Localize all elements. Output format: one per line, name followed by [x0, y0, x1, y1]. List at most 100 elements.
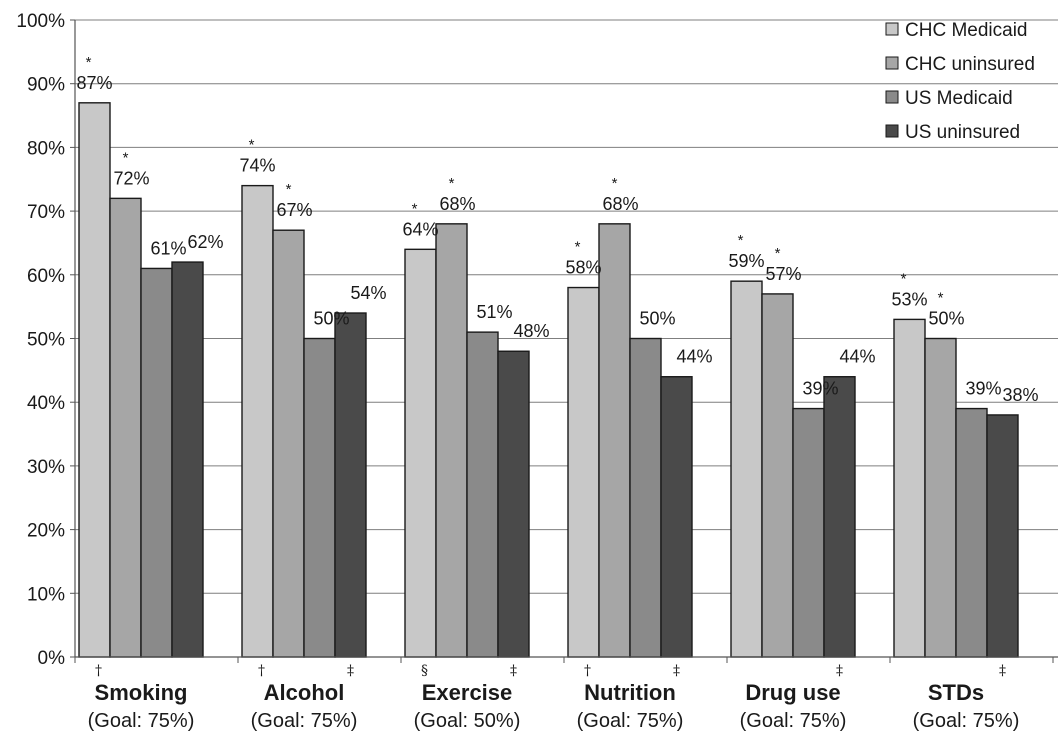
- data-label: 68%: [439, 194, 475, 214]
- legend-label: US Medicaid: [905, 88, 1013, 109]
- y-tick-label: 60%: [27, 266, 65, 287]
- y-tick-label: 20%: [27, 521, 65, 542]
- bar-chc-medicaid: [730, 280, 763, 658]
- footnote-mark: ‡: [510, 663, 517, 679]
- gridlines: [75, 19, 1058, 594]
- legend-swatch: [885, 22, 899, 36]
- category-goal: (Goal: 75%): [251, 710, 358, 732]
- data-label: 61%: [150, 238, 186, 258]
- category-label: Nutrition: [584, 680, 676, 705]
- bar-chc-uninsured: [435, 223, 468, 658]
- bars: [78, 102, 1019, 658]
- category-label: STDs: [928, 680, 984, 705]
- bar-us-uninsured: [497, 350, 530, 658]
- legend-label: CHC Medicaid: [905, 20, 1027, 41]
- legend-label: CHC uninsured: [905, 54, 1035, 75]
- bar-us-medicaid: [466, 331, 499, 658]
- data-label: 58%: [565, 258, 601, 278]
- bar-chc-uninsured: [272, 229, 305, 658]
- data-label: 54%: [350, 283, 386, 303]
- significance-asterisk: *: [286, 181, 292, 198]
- footnote-mark: †: [95, 663, 102, 679]
- y-tick-label: 30%: [27, 457, 65, 478]
- category-goal: (Goal: 75%): [577, 710, 684, 732]
- data-label: 68%: [602, 194, 638, 214]
- bar-us-medicaid: [629, 337, 662, 658]
- data-label: 38%: [1002, 385, 1038, 405]
- category-goal: (Goal: 50%): [414, 710, 521, 732]
- bar-us-medicaid: [792, 407, 825, 658]
- category-goal: (Goal: 75%): [88, 710, 195, 732]
- bar-chc-medicaid: [893, 318, 926, 658]
- y-tick-label: 50%: [27, 330, 65, 351]
- significance-asterisk: *: [938, 290, 944, 307]
- footnote-mark: §: [421, 663, 428, 679]
- axes: 0%10%20%30%40%50%60%70%80%90%100%†Smokin…: [16, 11, 1058, 732]
- significance-asterisk: *: [901, 270, 907, 287]
- significance-asterisk: *: [123, 149, 129, 166]
- legend-swatch: [885, 56, 899, 70]
- bar-chc-uninsured: [761, 293, 794, 658]
- footnote-mark: †: [258, 663, 265, 679]
- bar-chc-uninsured: [109, 197, 142, 658]
- y-tick-label: 10%: [27, 584, 65, 605]
- data-label: 64%: [402, 219, 438, 239]
- significance-asterisk: *: [775, 245, 781, 262]
- category-goal: (Goal: 75%): [740, 710, 847, 732]
- legend: CHC Medicaid CHC uninsured US Medicaid US u…: [885, 20, 1035, 143]
- bar-us-uninsured: [823, 376, 856, 658]
- significance-asterisk: *: [575, 239, 581, 256]
- data-label: 59%: [728, 251, 764, 271]
- bar-us-medicaid: [303, 337, 336, 658]
- data-label: 67%: [276, 200, 312, 220]
- footnote-mark: †: [584, 663, 591, 679]
- bar-us-medicaid: [955, 407, 988, 658]
- data-label: 44%: [676, 347, 712, 367]
- significance-asterisk: *: [249, 137, 255, 154]
- y-tick-label: 90%: [27, 75, 65, 96]
- bar-us-medicaid: [140, 267, 173, 658]
- category-label: Smoking: [95, 680, 188, 705]
- legend-swatch: [885, 90, 899, 104]
- significance-asterisk: *: [412, 200, 418, 217]
- data-label: 48%: [513, 321, 549, 341]
- data-label: 57%: [765, 264, 801, 284]
- category-goal: (Goal: 75%): [913, 710, 1020, 732]
- significance-asterisk: *: [86, 54, 92, 71]
- bar-chc-uninsured: [598, 223, 631, 658]
- category-label: Alcohol: [264, 680, 345, 705]
- y-tick-label: 100%: [16, 11, 65, 32]
- footnote-mark: ‡: [673, 663, 680, 679]
- data-label: 50%: [639, 309, 675, 329]
- bar-chc-medicaid: [567, 286, 600, 658]
- data-label: 39%: [965, 379, 1001, 399]
- category-label: Drug use: [745, 680, 840, 705]
- y-tick-label: 0%: [38, 648, 66, 669]
- data-label: 72%: [113, 168, 149, 188]
- bar-us-uninsured: [986, 414, 1019, 658]
- y-tick-label: 40%: [27, 393, 65, 414]
- y-tick-label: 80%: [27, 138, 65, 159]
- bar-us-uninsured: [334, 312, 367, 658]
- significance-asterisk: *: [738, 232, 744, 249]
- bar-chc-uninsured: [924, 337, 957, 658]
- footnote-mark: ‡: [347, 663, 354, 679]
- footnote-mark: ‡: [999, 663, 1006, 679]
- legend-label: US uninsured: [905, 122, 1020, 143]
- bar-us-uninsured: [660, 376, 693, 658]
- significance-asterisk: *: [449, 175, 455, 192]
- bar-chc-medicaid: [241, 184, 274, 658]
- bar-chc-medicaid: [78, 102, 111, 658]
- data-label: 39%: [802, 379, 838, 399]
- significance-asterisk: *: [612, 175, 618, 192]
- data-label: 53%: [891, 289, 927, 309]
- bar-us-uninsured: [171, 261, 204, 658]
- data-labels: 87%*72%*61% 62%74%*67%*50%54%64%* 68%*51%4…: [76, 54, 1038, 405]
- data-label: 44%: [839, 347, 875, 367]
- data-label: 50%: [928, 309, 964, 329]
- legend-swatch: [885, 124, 899, 138]
- data-label: 50%: [313, 309, 349, 329]
- data-label: 74%: [239, 156, 275, 176]
- data-label: 87%: [76, 73, 112, 93]
